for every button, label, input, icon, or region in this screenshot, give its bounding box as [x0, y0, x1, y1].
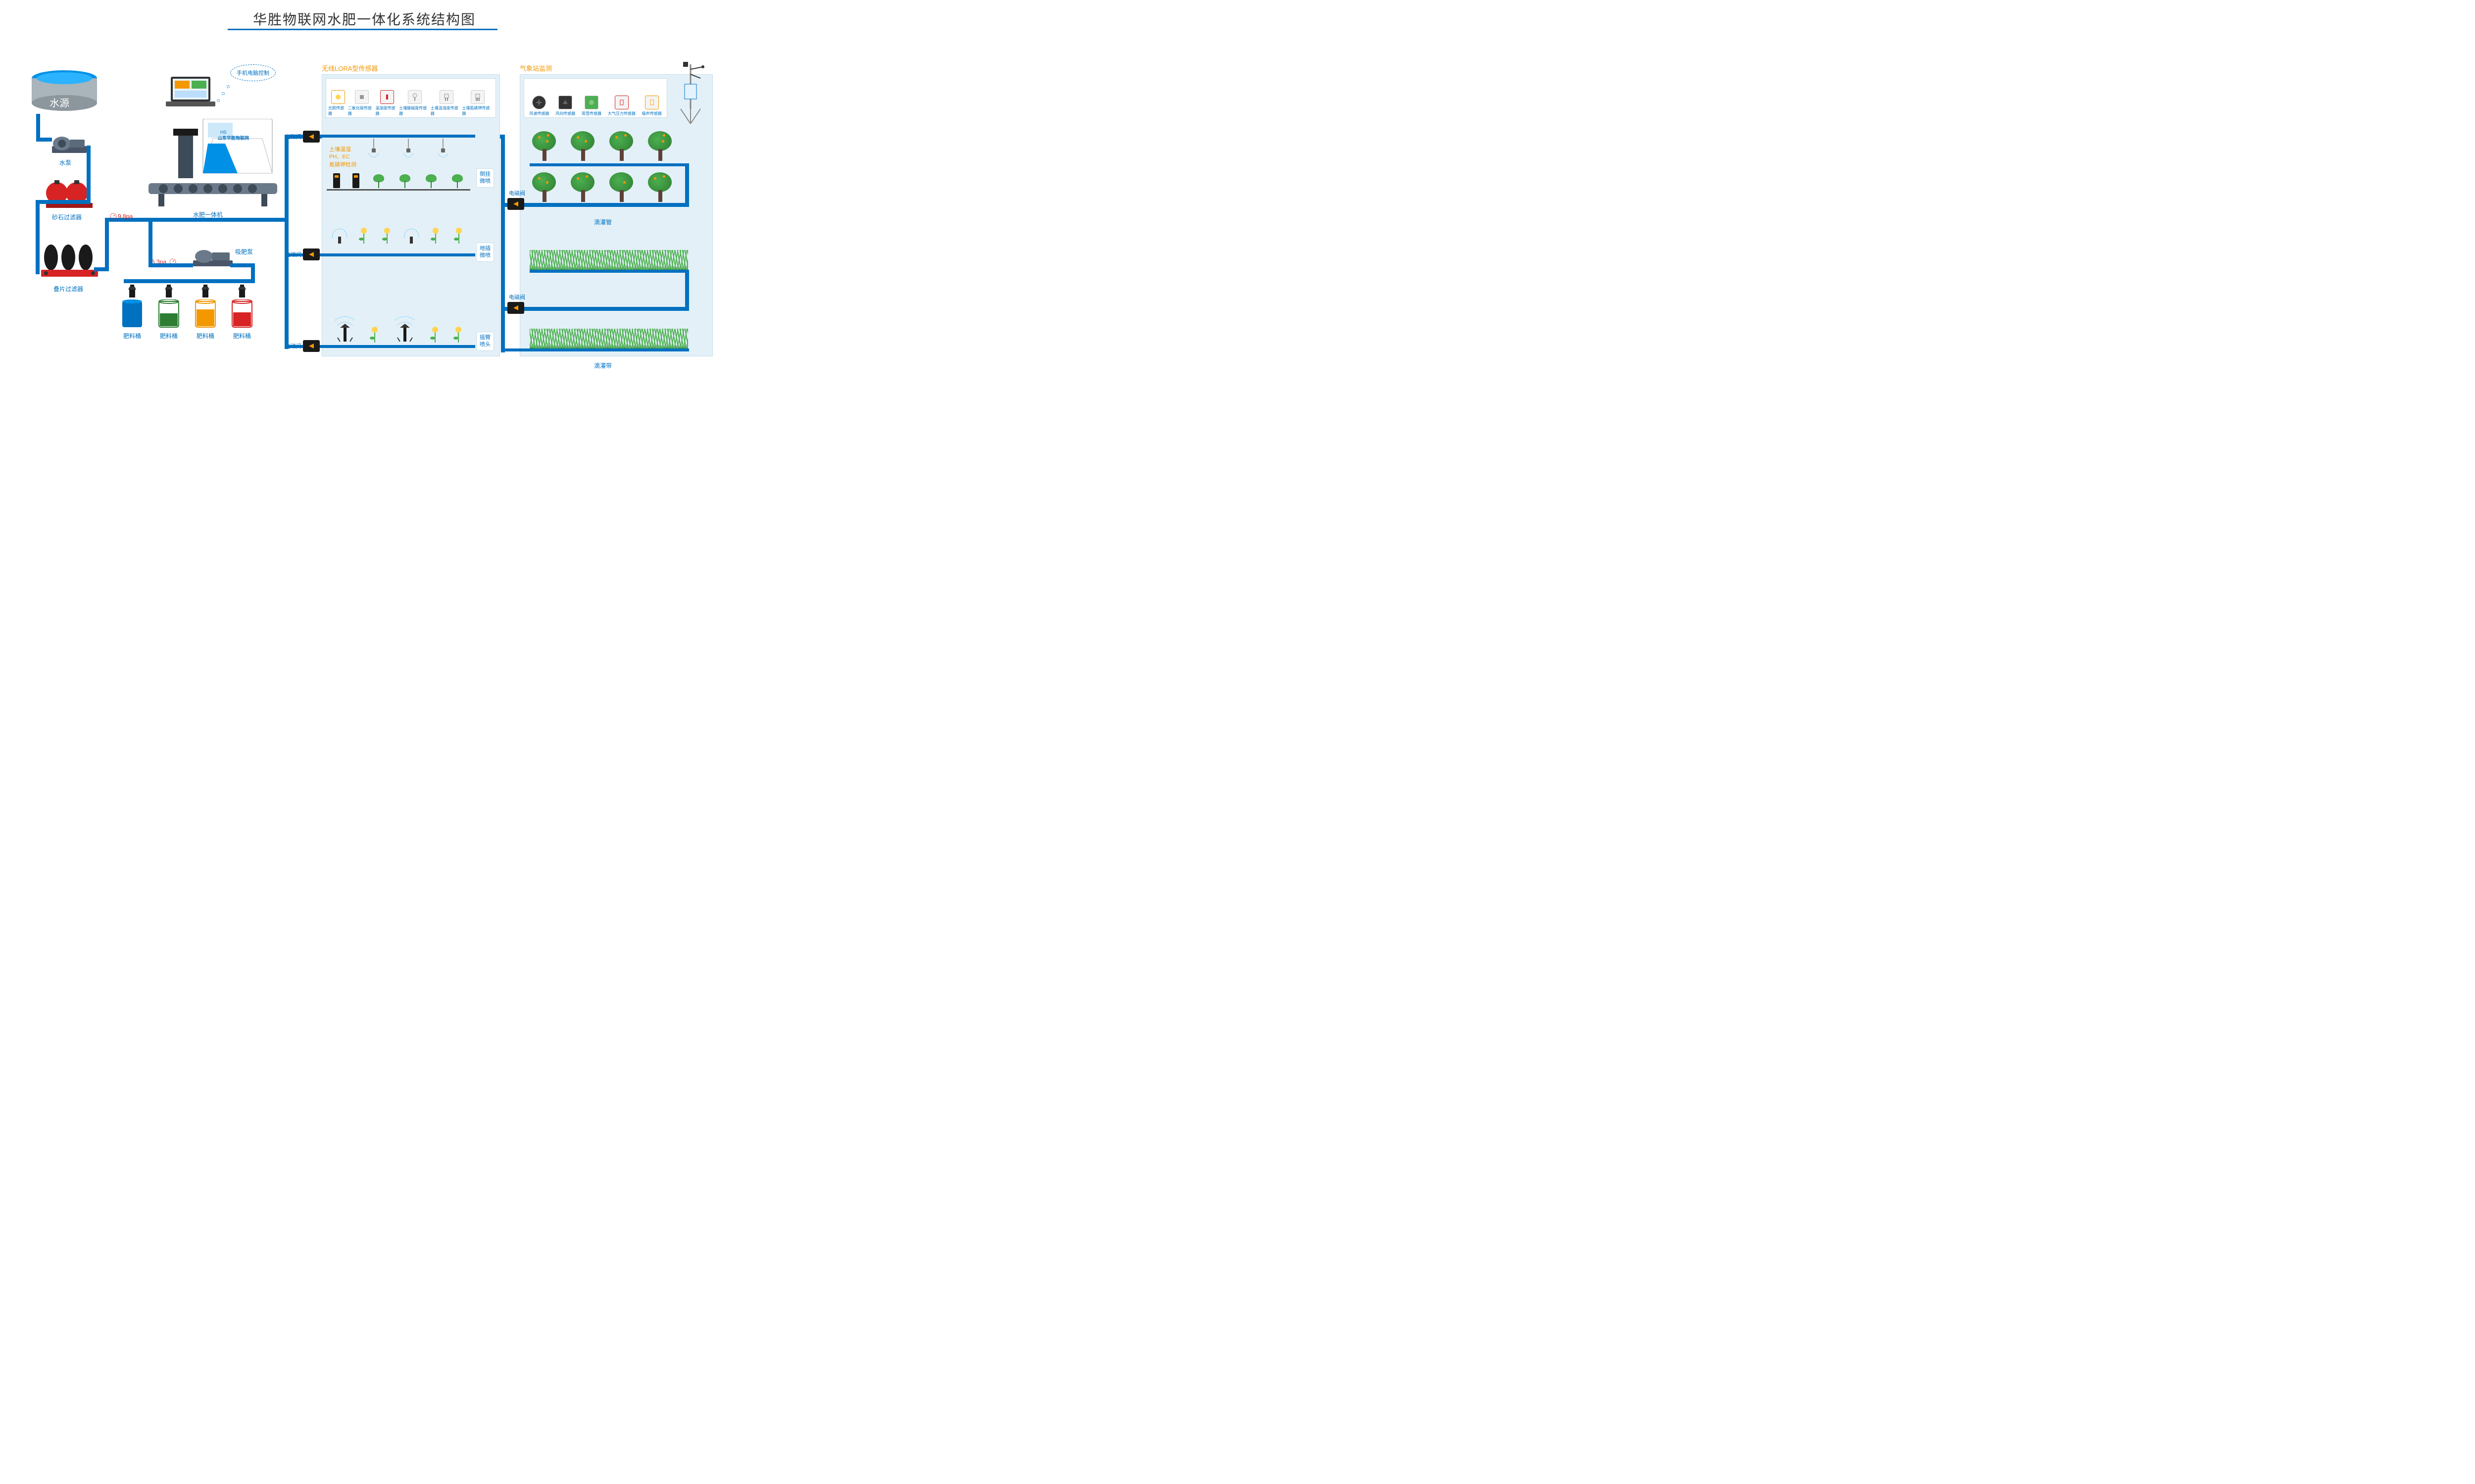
pipe	[40, 200, 91, 204]
valve-icon	[507, 198, 524, 210]
pressure-1-label: 9.8pa	[118, 213, 133, 220]
sensor-label: 噪声传感器	[642, 111, 662, 116]
valve-icon	[303, 340, 320, 352]
page-title: 华胜物联网水肥一体化系统结构图	[0, 9, 729, 29]
pipe	[501, 203, 689, 207]
water-pump-label: 水泵	[59, 158, 71, 167]
sensor-label: 风速传感器	[529, 111, 549, 116]
sensor-label: 土壤温湿度传感器	[431, 105, 462, 116]
ground-spray-row	[327, 228, 470, 244]
pipe	[501, 307, 689, 311]
sensor-label: 土壤氮磷钾传感器	[462, 105, 494, 116]
pipe	[36, 200, 40, 274]
pipe	[530, 163, 689, 166]
fertigation-machine-label: 水肥一体机	[193, 210, 223, 219]
soil-detection-label: 土壤温湿 PH、EC 氮磷钾检测	[329, 146, 356, 169]
zone1-header: 无线LORA型传感器	[322, 63, 378, 73]
valve-label: 电磁阀	[285, 342, 301, 350]
bucket-label: 肥料桶	[158, 332, 180, 340]
zone1-sensor-box: 光照传感器 二氧化碳传感器 温湿度传感器 土壤酸碱度传感器 土壤温湿度传感器 土…	[326, 78, 496, 118]
pipe	[685, 270, 689, 311]
sensor-label: 大气压力传感器	[608, 111, 636, 116]
seedling-tray	[327, 171, 470, 191]
zone2-sensor-box: 风速传感器 风向传感器 雨雪传感器 大气压力传感器 噪声传感器	[524, 78, 667, 118]
cloud-dot	[222, 92, 225, 95]
sensor-label: 土壤酸碱度传感器	[399, 105, 431, 116]
sensor-label: 雨雪传感器	[582, 111, 601, 116]
suction-pump-icon	[193, 247, 233, 268]
pipe	[685, 163, 689, 207]
pipe	[36, 138, 52, 142]
tree-row-2	[532, 172, 673, 202]
water-source-label: 水源	[50, 95, 69, 109]
pipe	[285, 135, 289, 222]
sensor-label: 二氧化碳传感器	[348, 105, 376, 116]
swing-arm-row	[327, 313, 470, 343]
valve-label: 电磁阀	[509, 293, 525, 301]
pipe	[501, 135, 505, 352]
cloud-dot	[227, 85, 230, 88]
bucket-label: 肥料桶	[195, 332, 216, 340]
bucket-label: 肥料桶	[121, 332, 143, 340]
title-underline	[228, 29, 497, 30]
sensor-label: 温湿度传感器	[375, 105, 399, 116]
fertigation-machine-icon: HS	[148, 119, 277, 208]
fertilizer-bucket-row: 肥料桶 肥料桶 肥料桶 肥料桶	[121, 285, 253, 340]
machine-brand: 山东华胜物联网	[218, 135, 249, 141]
valve-label: 电磁阀	[509, 189, 525, 197]
drip-tape-label: 滴灌带	[594, 361, 612, 370]
grass-row-2	[530, 329, 688, 348]
control-cloud: 手机电脑控制	[230, 64, 276, 81]
pipe	[322, 135, 475, 138]
irrigation-type-label: 摇臂 喷头	[476, 332, 494, 351]
bucket-label: 肥料桶	[231, 332, 253, 340]
pipe	[36, 114, 40, 138]
weather-station-icon	[671, 59, 710, 124]
pipe	[124, 279, 255, 283]
disc-filter-icon	[39, 243, 100, 282]
sensor-label: 风向传感器	[555, 111, 575, 116]
zone2-header: 气象站监测	[520, 63, 552, 73]
valve-icon	[507, 302, 524, 314]
pipe	[285, 218, 289, 349]
svg-text:HS: HS	[220, 130, 227, 135]
pressure-gauge-icon	[110, 213, 117, 220]
pipe	[148, 263, 193, 267]
tree-row-1	[532, 131, 673, 161]
disc-filter-label: 叠片过滤器	[53, 285, 83, 293]
pipe	[501, 348, 689, 351]
sand-filter-label: 砂石过滤器	[52, 213, 82, 221]
valve-icon	[303, 248, 320, 260]
valve-icon	[303, 131, 320, 143]
laptop-icon	[166, 77, 215, 109]
water-pump-icon	[52, 134, 87, 156]
grass-row-1	[530, 250, 688, 270]
pipe	[105, 218, 109, 271]
valve-label: 电磁阀	[285, 250, 301, 258]
pipe	[530, 270, 689, 273]
irrigation-type-label: 倒挂 微喷	[476, 168, 494, 188]
hanging-sprinklers	[366, 139, 450, 163]
sensor-label: 光照传感器	[328, 105, 348, 116]
suction-pump-label: 吸肥泵	[235, 247, 253, 256]
irrigation-type-label: 地插 微喷	[476, 243, 494, 262]
pipe	[87, 146, 91, 204]
drip-pipe-label: 滴灌管	[594, 218, 612, 226]
pipe	[148, 218, 152, 267]
cloud-dot	[217, 99, 220, 102]
valve-label: 电磁阀	[285, 133, 301, 141]
